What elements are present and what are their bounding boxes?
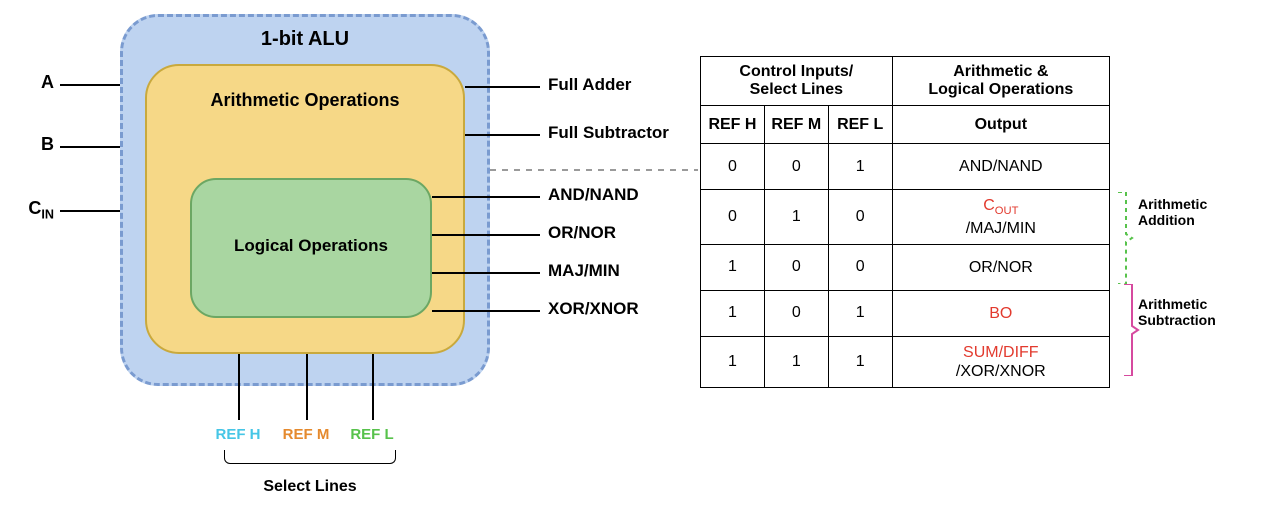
- table-output-cell: OR/NOR: [892, 244, 1109, 290]
- table-output-cell: AND/NAND: [892, 144, 1109, 190]
- table-subheader: Output: [892, 106, 1109, 144]
- table-cell: 1: [764, 336, 828, 387]
- table-header-group: Arithmetic & Logical Operations: [892, 57, 1109, 106]
- table-cell: 1: [701, 290, 765, 336]
- output-text: BO: [989, 305, 1012, 322]
- table-subheader: REF L: [828, 106, 892, 144]
- output-line: [432, 196, 540, 198]
- output-line: [465, 86, 540, 88]
- table-cell: 0: [828, 244, 892, 290]
- table-row: 101 BO: [701, 290, 1110, 336]
- output-label: Full Subtractor: [548, 123, 669, 143]
- input-line: [60, 210, 120, 212]
- table-cell: 1: [828, 290, 892, 336]
- input-line: [60, 146, 120, 148]
- table-output-cell: SUM/DIFF/XOR/XNOR: [892, 336, 1109, 387]
- output-line: [432, 234, 540, 236]
- input-label: CIN: [6, 198, 54, 222]
- output-text: /MAJ/MIN: [966, 220, 1036, 237]
- output-line: [432, 272, 540, 274]
- output-line: [465, 134, 540, 136]
- select-line-label: REF M: [276, 426, 336, 443]
- table-cell: 0: [701, 144, 765, 190]
- select-lines-caption: Select Lines: [224, 478, 396, 496]
- table-cell: 1: [764, 190, 828, 245]
- output-text: COUT: [983, 197, 1018, 214]
- table-cell: 0: [701, 190, 765, 245]
- table-subheader: REF M: [764, 106, 828, 144]
- table-header-group: Control Inputs/ Select Lines: [701, 57, 893, 106]
- arithmetic-title: Arithmetic Operations: [145, 90, 465, 111]
- output-text: AND/NAND: [959, 158, 1043, 175]
- alu-title: 1-bit ALU: [120, 28, 490, 51]
- table-cell: 1: [701, 244, 765, 290]
- dashed-connector: [490, 168, 698, 172]
- output-text: OR/NOR: [969, 259, 1033, 276]
- output-text: SUM/DIFF: [963, 344, 1039, 361]
- table-row: 100OR/NOR: [701, 244, 1110, 290]
- select-line: [306, 354, 308, 420]
- output-label: Full Adder: [548, 75, 631, 95]
- select-lines-brace: [224, 450, 396, 464]
- table-cell: 0: [764, 144, 828, 190]
- table-cell: 0: [828, 190, 892, 245]
- arith-sub-label: Arithmetic Subtraction: [1138, 296, 1216, 328]
- table-output-cell: COUT/MAJ/MIN: [892, 190, 1109, 245]
- output-text: /XOR/XNOR: [956, 363, 1046, 380]
- output-label: XOR/XNOR: [548, 299, 639, 319]
- select-line-label: REF H: [208, 426, 268, 443]
- table-cell: 1: [828, 144, 892, 190]
- output-label: AND/NAND: [548, 185, 639, 205]
- side-brace: [1116, 192, 1134, 284]
- select-line: [238, 354, 240, 420]
- input-line: [60, 84, 120, 86]
- output-label: OR/NOR: [548, 223, 616, 243]
- table-cell: 1: [701, 336, 765, 387]
- input-label: B: [6, 134, 54, 155]
- select-line-label: REF L: [342, 426, 402, 443]
- input-label: A: [6, 72, 54, 93]
- table-cell: 0: [764, 244, 828, 290]
- table-row: 111SUM/DIFF/XOR/XNOR: [701, 336, 1110, 387]
- table-subheader: REF H: [701, 106, 765, 144]
- logical-title: Logical Operations: [190, 236, 432, 256]
- table-row: 001AND/NAND: [701, 144, 1110, 190]
- table-cell: 1: [828, 336, 892, 387]
- select-line: [372, 354, 374, 420]
- output-label: MAJ/MIN: [548, 261, 620, 281]
- arith-add-label: Arithmetic Addition: [1138, 196, 1207, 228]
- operations-table: Control Inputs/ Select LinesArithmetic &…: [700, 56, 1110, 388]
- table-output-cell: BO: [892, 290, 1109, 336]
- table-cell: 0: [764, 290, 828, 336]
- output-line: [432, 310, 540, 312]
- table-row: 010COUT/MAJ/MIN: [701, 190, 1110, 245]
